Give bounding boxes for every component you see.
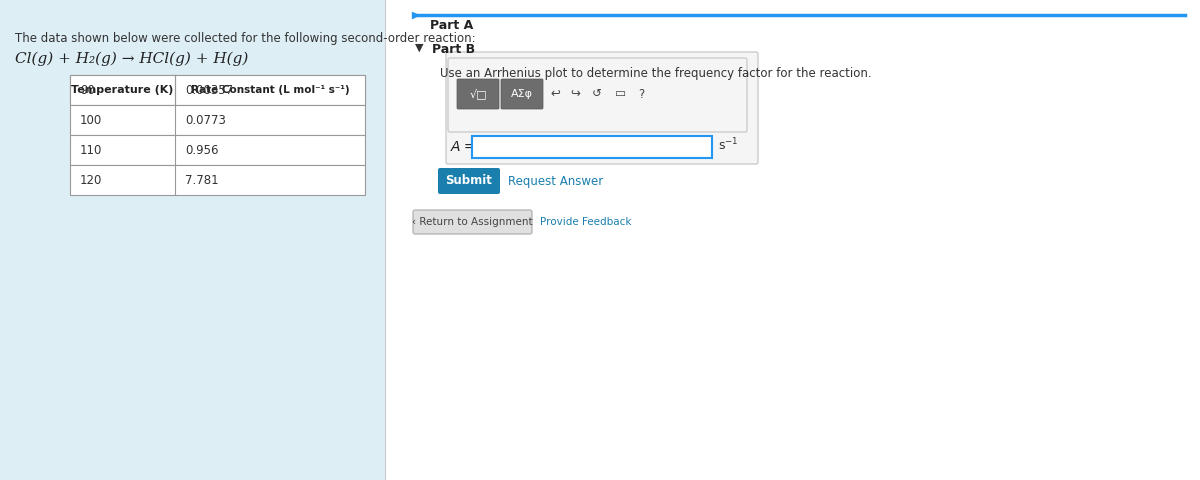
Text: s$^{-1}$: s$^{-1}$: [718, 137, 739, 153]
FancyBboxPatch shape: [438, 168, 500, 194]
FancyBboxPatch shape: [448, 58, 746, 132]
Text: 110: 110: [80, 144, 102, 156]
Text: ↪: ↪: [570, 87, 580, 100]
Text: Part A: Part A: [430, 19, 473, 32]
Text: 0.0773: 0.0773: [185, 113, 226, 127]
Text: √□: √□: [469, 89, 487, 99]
Text: ↩: ↩: [550, 87, 560, 100]
Text: Temperature (K): Temperature (K): [71, 85, 174, 95]
Text: Submit: Submit: [445, 175, 492, 188]
FancyBboxPatch shape: [0, 0, 385, 480]
Text: ↺: ↺: [592, 87, 602, 100]
Text: The data shown below were collected for the following second-order reaction:: The data shown below were collected for …: [14, 32, 475, 45]
Text: 120: 120: [80, 173, 102, 187]
Text: Cl(g) + H₂(g) → HCl(g) + H(g): Cl(g) + H₂(g) → HCl(g) + H(g): [14, 52, 248, 66]
FancyBboxPatch shape: [70, 165, 365, 195]
FancyBboxPatch shape: [70, 105, 365, 135]
Text: Request Answer: Request Answer: [508, 175, 604, 188]
Text: ?: ?: [638, 87, 644, 100]
Text: ‹ Return to Assignment: ‹ Return to Assignment: [412, 217, 533, 227]
Text: A =: A =: [451, 140, 476, 154]
FancyBboxPatch shape: [70, 75, 365, 105]
FancyBboxPatch shape: [385, 0, 1200, 480]
Text: Part B: Part B: [432, 43, 475, 56]
Text: 0.00357: 0.00357: [185, 84, 233, 96]
Text: Rate Constant (L mol⁻¹ s⁻¹): Rate Constant (L mol⁻¹ s⁻¹): [191, 85, 349, 95]
Text: ▭: ▭: [616, 87, 626, 100]
FancyBboxPatch shape: [413, 210, 532, 234]
Text: ΑΣφ: ΑΣφ: [511, 89, 533, 99]
FancyBboxPatch shape: [70, 135, 365, 165]
FancyBboxPatch shape: [457, 79, 499, 109]
FancyBboxPatch shape: [446, 52, 758, 164]
Text: 7.781: 7.781: [185, 173, 218, 187]
Text: 90: 90: [80, 84, 95, 96]
FancyBboxPatch shape: [70, 75, 365, 105]
FancyBboxPatch shape: [502, 79, 542, 109]
Text: Use an Arrhenius plot to determine the frequency factor for the reaction.: Use an Arrhenius plot to determine the f…: [440, 67, 871, 80]
Text: 0.956: 0.956: [185, 144, 218, 156]
Text: Provide Feedback: Provide Feedback: [540, 217, 631, 227]
Text: 100: 100: [80, 113, 102, 127]
Text: ▼: ▼: [415, 43, 424, 53]
FancyBboxPatch shape: [472, 136, 712, 158]
